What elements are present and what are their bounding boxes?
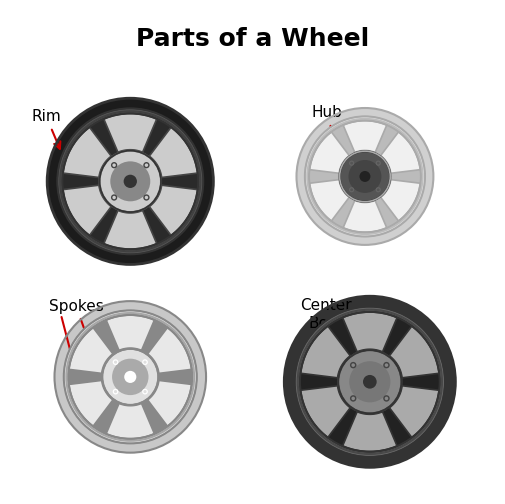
Circle shape	[309, 120, 421, 232]
Circle shape	[120, 366, 141, 388]
Circle shape	[295, 307, 445, 457]
Circle shape	[351, 363, 355, 367]
Circle shape	[350, 362, 357, 368]
Circle shape	[47, 98, 214, 265]
Polygon shape	[149, 127, 197, 177]
Circle shape	[124, 371, 136, 383]
Circle shape	[376, 161, 381, 166]
Text: Center
Bore: Center Bore	[300, 298, 374, 374]
Text: Parts of a Wheel: Parts of a Wheel	[136, 27, 369, 51]
Circle shape	[377, 188, 380, 191]
Polygon shape	[310, 179, 349, 221]
Circle shape	[113, 163, 116, 167]
Circle shape	[356, 167, 375, 186]
Polygon shape	[343, 201, 387, 232]
Circle shape	[143, 162, 149, 168]
Circle shape	[111, 162, 117, 168]
Polygon shape	[389, 386, 439, 437]
Circle shape	[102, 349, 158, 405]
Circle shape	[376, 187, 381, 193]
Polygon shape	[106, 403, 155, 438]
Polygon shape	[147, 328, 191, 373]
Circle shape	[340, 151, 390, 202]
Polygon shape	[381, 132, 420, 173]
Circle shape	[119, 170, 142, 193]
Polygon shape	[63, 127, 111, 177]
Circle shape	[350, 188, 353, 191]
Circle shape	[58, 109, 203, 254]
Circle shape	[305, 116, 425, 236]
Circle shape	[294, 306, 445, 457]
Polygon shape	[389, 326, 439, 378]
Polygon shape	[343, 120, 387, 153]
Circle shape	[338, 350, 401, 413]
Circle shape	[64, 310, 196, 443]
Polygon shape	[69, 328, 113, 373]
Text: Spokes: Spokes	[48, 298, 104, 350]
Circle shape	[62, 113, 198, 249]
Circle shape	[113, 196, 116, 199]
Circle shape	[63, 113, 198, 249]
Circle shape	[113, 389, 119, 395]
Circle shape	[358, 370, 382, 394]
Circle shape	[113, 359, 119, 365]
Circle shape	[385, 363, 388, 367]
Text: Hub: Hub	[311, 105, 345, 170]
Circle shape	[57, 108, 204, 255]
Circle shape	[350, 395, 357, 402]
Circle shape	[349, 187, 354, 193]
Circle shape	[99, 151, 161, 212]
Circle shape	[112, 359, 148, 395]
Circle shape	[349, 361, 390, 402]
Circle shape	[111, 195, 117, 201]
Circle shape	[385, 397, 388, 400]
Circle shape	[383, 395, 390, 402]
Circle shape	[124, 175, 137, 188]
Circle shape	[68, 315, 192, 439]
Polygon shape	[342, 412, 397, 452]
Circle shape	[145, 163, 148, 167]
Circle shape	[309, 120, 421, 232]
Circle shape	[69, 315, 192, 438]
Circle shape	[142, 359, 148, 365]
Polygon shape	[310, 132, 349, 173]
Circle shape	[142, 389, 148, 395]
Circle shape	[351, 397, 355, 400]
Circle shape	[145, 196, 148, 199]
Polygon shape	[300, 386, 350, 437]
Polygon shape	[342, 312, 397, 352]
Polygon shape	[149, 185, 197, 235]
Circle shape	[349, 161, 354, 166]
Circle shape	[360, 171, 371, 182]
Circle shape	[377, 162, 380, 165]
Circle shape	[64, 310, 197, 444]
Polygon shape	[63, 185, 111, 235]
Circle shape	[305, 116, 425, 237]
Circle shape	[143, 195, 149, 201]
Circle shape	[350, 162, 353, 165]
Circle shape	[143, 360, 146, 364]
Circle shape	[348, 160, 381, 193]
Circle shape	[300, 312, 439, 452]
Polygon shape	[104, 113, 157, 152]
Circle shape	[299, 311, 440, 452]
Polygon shape	[147, 381, 191, 426]
Polygon shape	[104, 210, 157, 249]
Circle shape	[110, 161, 150, 201]
Circle shape	[363, 375, 377, 389]
Text: Rim: Rim	[31, 109, 61, 149]
Circle shape	[114, 390, 117, 393]
Polygon shape	[381, 179, 420, 221]
Circle shape	[284, 296, 456, 467]
Polygon shape	[300, 326, 350, 378]
Polygon shape	[106, 315, 155, 350]
Circle shape	[383, 362, 390, 368]
Circle shape	[296, 108, 433, 245]
Polygon shape	[69, 381, 113, 426]
Circle shape	[55, 301, 206, 453]
Circle shape	[114, 360, 117, 364]
Circle shape	[143, 390, 146, 393]
